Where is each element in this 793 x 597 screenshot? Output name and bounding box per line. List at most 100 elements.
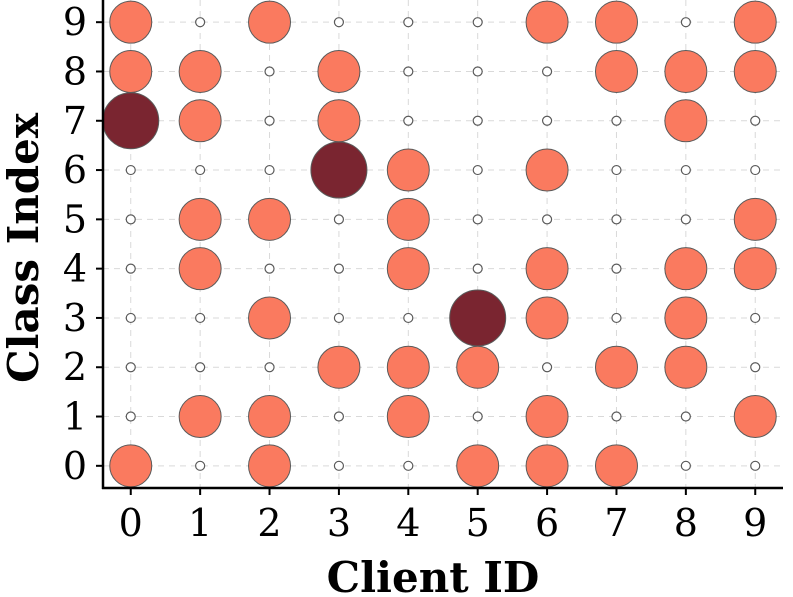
bubble-client-8-class-2 xyxy=(664,345,708,389)
bubble-client-9-class-1 xyxy=(733,395,777,439)
y-tick-label-7: 7 xyxy=(63,99,87,143)
bubble-client-0-class-1 xyxy=(125,411,136,422)
bubble-client-8-class-6 xyxy=(680,164,691,176)
bubble-client-6-class-3 xyxy=(525,296,569,340)
y-tick-label-3: 3 xyxy=(63,296,87,340)
bubble-client-7-class-6 xyxy=(611,164,622,176)
bubble-client-7-class-3 xyxy=(611,312,622,324)
bubble-client-6-class-0 xyxy=(525,444,569,488)
bubble-client-2-class-1 xyxy=(248,395,292,439)
y-tick-label-6: 6 xyxy=(63,148,87,192)
bubble-client-3-class-7 xyxy=(317,99,361,143)
bubble-client-9-class-5 xyxy=(733,197,777,241)
bubble-client-1-class-7 xyxy=(178,99,222,143)
bubble-client-2-class-5 xyxy=(248,197,292,241)
y-tick-label-2: 2 xyxy=(63,345,87,389)
bubble-client-5-class-6 xyxy=(472,164,483,176)
bubble-client-2-class-6 xyxy=(264,164,275,176)
x-tick-label-5: 5 xyxy=(466,501,490,545)
bubble-client-5-class-1 xyxy=(472,411,483,422)
bubble-client-5-class-0 xyxy=(456,444,500,488)
bubble-client-8-class-5 xyxy=(680,214,691,225)
bubble-client-5-class-9 xyxy=(472,17,483,28)
bubble-client-3-class-9 xyxy=(333,17,345,28)
x-axis-title: Client ID xyxy=(327,553,540,597)
bubble-client-0-class-9 xyxy=(109,0,153,44)
bubble-client-2-class-3 xyxy=(248,296,292,340)
bubble-client-6-class-8 xyxy=(541,66,553,77)
bubble-client-7-class-9 xyxy=(594,0,638,44)
bubble-client-1-class-5 xyxy=(178,197,222,241)
x-tick-label-9: 9 xyxy=(743,501,767,545)
bubble-client-1-class-9 xyxy=(195,17,206,28)
bubble-marks xyxy=(102,0,777,488)
bubble-client-5-class-4 xyxy=(472,263,483,274)
bubble-client-1-class-2 xyxy=(195,362,206,373)
bubble-client-1-class-0 xyxy=(195,460,206,471)
bubble-client-7-class-2 xyxy=(594,345,638,389)
y-tick-label-1: 1 xyxy=(63,395,87,439)
bubble-client-7-class-0 xyxy=(594,444,638,488)
bubble-client-0-class-7 xyxy=(102,92,160,150)
bubble-client-8-class-7 xyxy=(664,99,708,143)
bubble-client-8-class-9 xyxy=(680,17,691,28)
bubble-client-7-class-4 xyxy=(611,263,622,274)
bubble-client-7-class-7 xyxy=(611,115,622,126)
bubble-client-3-class-2 xyxy=(317,345,361,389)
bubble-client-1-class-1 xyxy=(178,395,222,439)
x-tick-label-0: 0 xyxy=(119,501,143,545)
y-tick-label-9: 9 xyxy=(63,0,87,44)
x-tick-label-3: 3 xyxy=(327,501,351,545)
bubble-client-8-class-8 xyxy=(664,49,708,93)
bubble-client-9-class-9 xyxy=(733,0,777,44)
bubble-client-8-class-3 xyxy=(664,296,708,340)
bubble-client-6-class-7 xyxy=(541,115,553,126)
bubble-client-2-class-7 xyxy=(264,115,275,126)
bubble-client-9-class-3 xyxy=(750,312,761,324)
bubble-client-7-class-8 xyxy=(594,49,638,93)
bubble-client-4-class-1 xyxy=(386,395,430,439)
x-tick-label-6: 6 xyxy=(535,501,559,545)
bubble-client-7-class-5 xyxy=(611,214,622,225)
bubble-client-4-class-8 xyxy=(403,66,414,77)
bubble-client-3-class-6 xyxy=(310,141,368,199)
x-tick-label-8: 8 xyxy=(674,501,698,545)
bubble-client-2-class-9 xyxy=(248,0,292,44)
bubble-client-0-class-5 xyxy=(125,214,136,225)
bubble-client-3-class-3 xyxy=(333,312,345,324)
bubble-client-1-class-8 xyxy=(178,49,222,93)
bubble-client-3-class-0 xyxy=(333,460,345,471)
x-tick-label-4: 4 xyxy=(396,501,420,545)
bubble-client-4-class-7 xyxy=(403,115,414,126)
bubble-client-6-class-6 xyxy=(525,148,569,192)
y-tick-label-4: 4 xyxy=(63,247,87,291)
x-tick-label-2: 2 xyxy=(257,501,281,545)
bubble-client-3-class-1 xyxy=(333,411,345,422)
bubble-client-0-class-2 xyxy=(125,362,136,373)
bubble-client-8-class-0 xyxy=(680,460,691,471)
bubble-client-6-class-2 xyxy=(541,362,553,373)
bubble-client-4-class-5 xyxy=(386,197,430,241)
bubble-client-4-class-2 xyxy=(386,345,430,389)
bubble-client-1-class-6 xyxy=(195,164,206,176)
bubble-client-6-class-4 xyxy=(525,247,569,291)
axes xyxy=(101,0,783,490)
bubble-client-0-class-3 xyxy=(125,312,136,324)
bubble-client-3-class-5 xyxy=(333,214,345,225)
bubble-client-9-class-8 xyxy=(733,49,777,93)
bubble-client-1-class-3 xyxy=(195,312,206,324)
bubble-client-8-class-4 xyxy=(664,247,708,291)
bubble-client-0-class-4 xyxy=(125,263,136,274)
bubble-client-9-class-4 xyxy=(733,247,777,291)
bubble-client-3-class-8 xyxy=(317,49,361,93)
bubble-client-0-class-8 xyxy=(109,49,153,93)
bubble-client-5-class-2 xyxy=(456,345,500,389)
bubble-client-6-class-5 xyxy=(541,214,553,225)
x-tick-label-1: 1 xyxy=(188,501,212,545)
x-tick-label-7: 7 xyxy=(604,501,628,545)
bubble-client-0-class-6 xyxy=(125,164,136,176)
bubble-client-4-class-9 xyxy=(403,17,414,28)
bubble-client-4-class-4 xyxy=(386,247,430,291)
bubble-client-0-class-0 xyxy=(109,444,153,488)
bubble-client-9-class-0 xyxy=(750,460,761,471)
